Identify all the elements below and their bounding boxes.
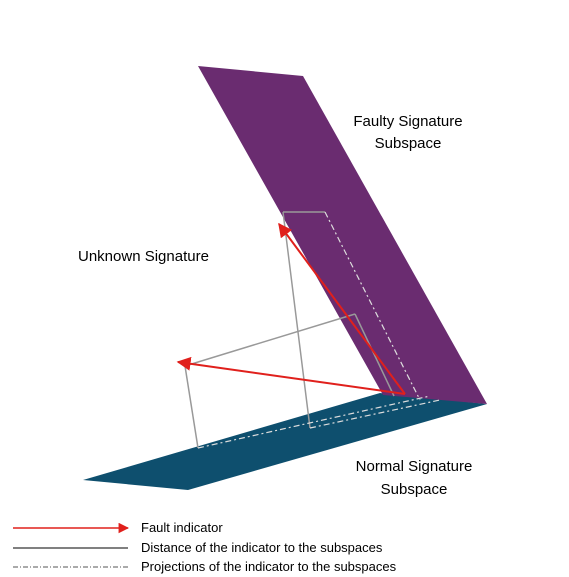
faulty-label: Subspace xyxy=(375,135,442,152)
projection-lines xyxy=(197,211,441,449)
legend-text: Distance of the indicator to the subspac… xyxy=(141,540,383,555)
normal-label: Normal Signature xyxy=(356,458,473,475)
normal-label: Subspace xyxy=(381,481,448,498)
distance-lines xyxy=(184,211,395,449)
faulty-label: Faulty Signature xyxy=(353,113,462,130)
legend-text: Projections of the indicator to the subs… xyxy=(141,559,397,574)
unknown-label: Unknown Signature xyxy=(78,248,209,265)
faulty-plane xyxy=(198,66,487,404)
normal-plane xyxy=(83,393,487,490)
legend-text: Fault indicator xyxy=(141,520,223,535)
fault-indicators xyxy=(176,222,406,395)
